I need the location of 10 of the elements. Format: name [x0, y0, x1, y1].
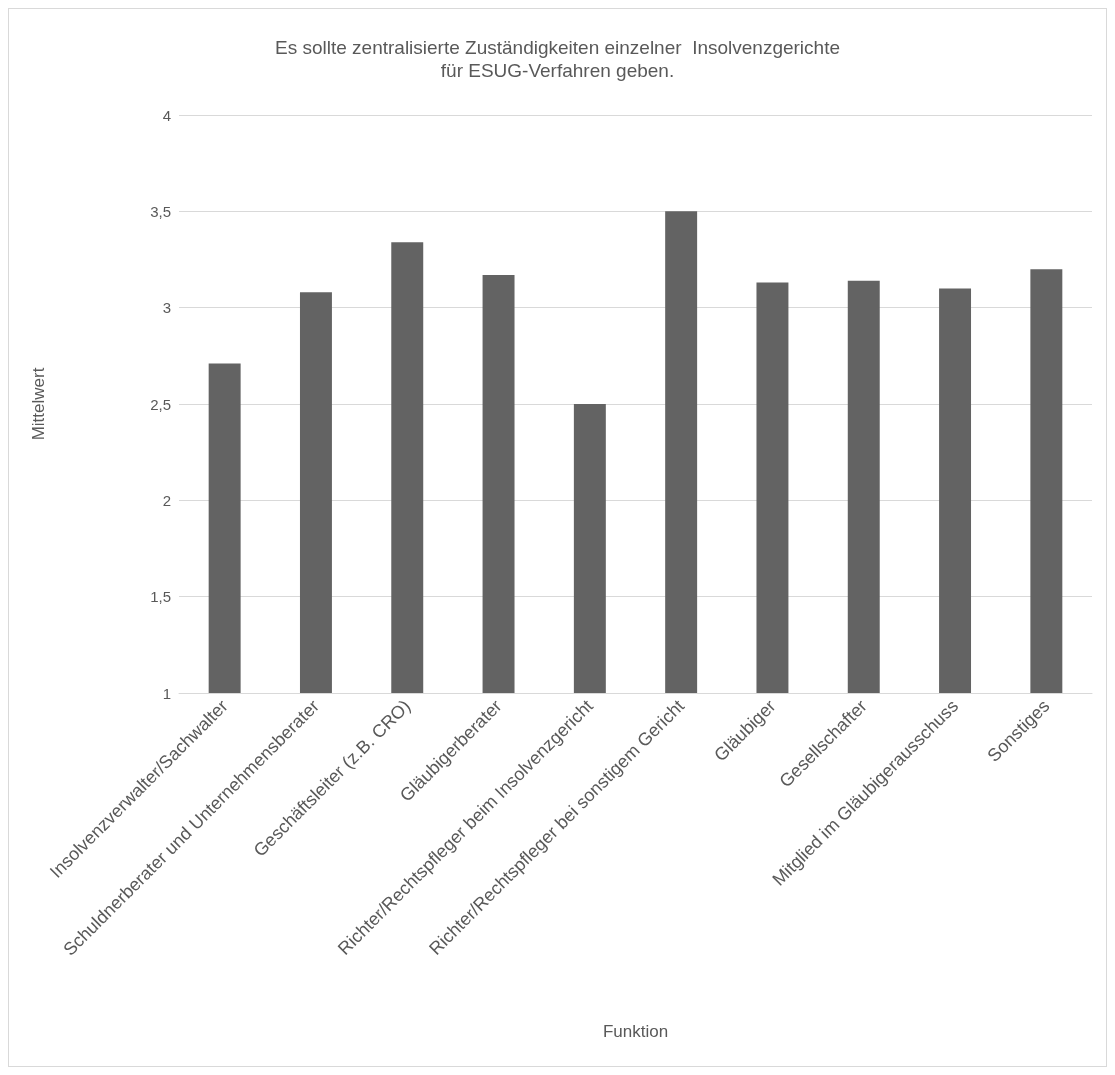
y-tick-label: 4: [162, 106, 171, 124]
y-tick-label: 1: [162, 684, 171, 702]
x-axis-title: Funktion: [602, 1022, 669, 1041]
y-tick-label: 3: [162, 299, 171, 317]
y-tick-label: 2,5: [150, 395, 171, 413]
y-axis-title: Mittelwert: [29, 367, 48, 441]
y-tick-label: 1,5: [150, 588, 171, 606]
chart-title: Es sollte zentralisierte Zuständigkeiten einzelner Insolvenzgerichte für ESUG-Verfahren geben.: [274, 37, 841, 81]
y-tick-label: 2: [162, 491, 171, 509]
y-tick-label: 3,5: [150, 202, 171, 220]
